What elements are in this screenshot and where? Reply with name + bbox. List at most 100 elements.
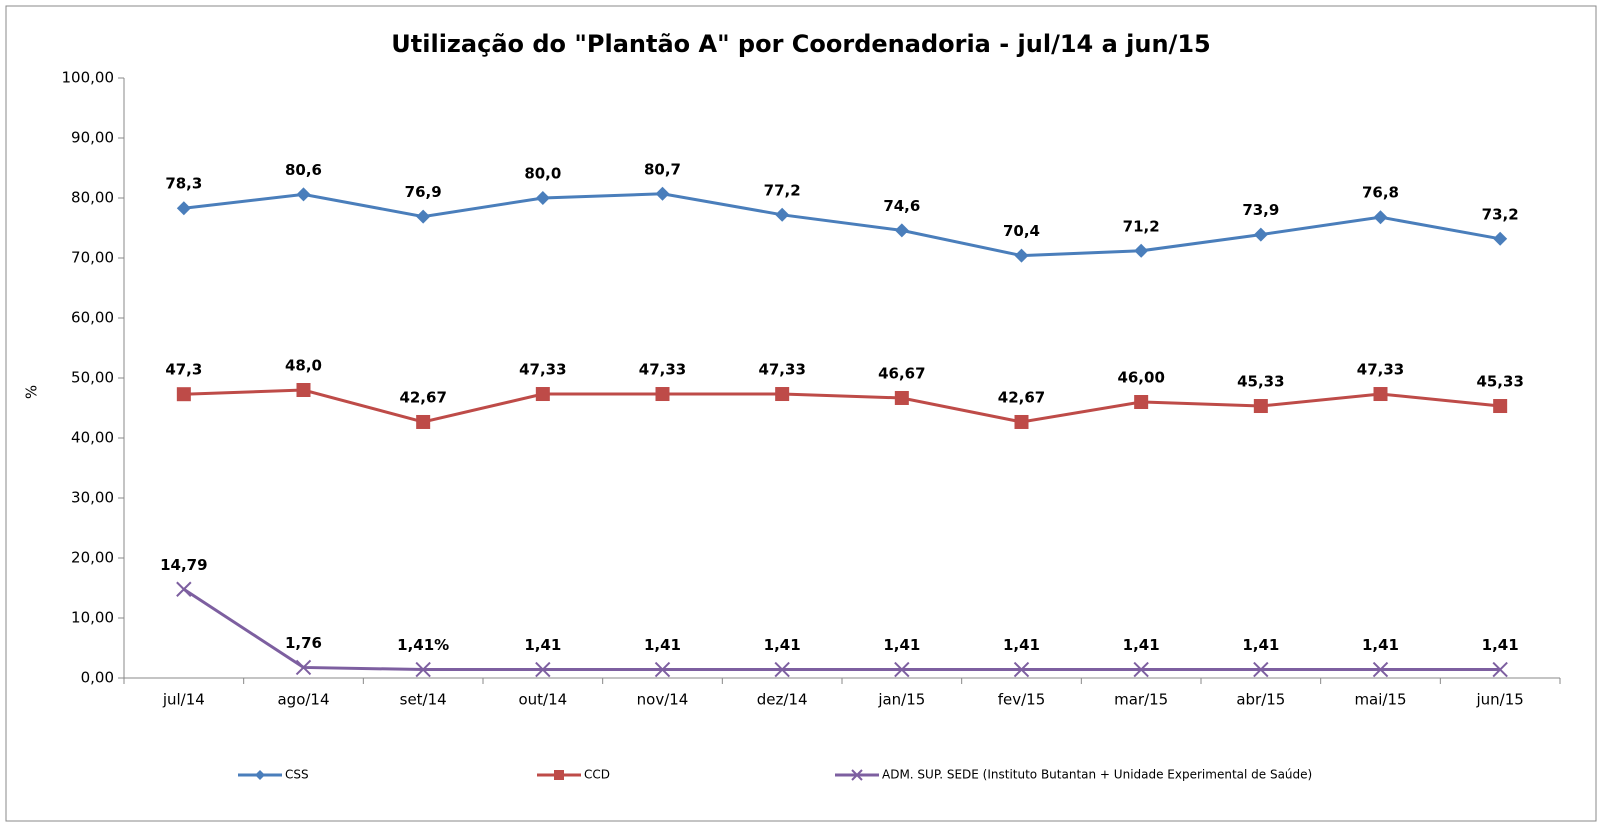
marker — [655, 186, 670, 201]
marker — [1492, 661, 1508, 678]
marker — [1014, 414, 1029, 429]
marker — [774, 661, 790, 678]
marker — [255, 770, 265, 780]
x-tick-label: fev/15 — [998, 691, 1046, 709]
marker — [554, 770, 564, 780]
data-label: 47,33 — [519, 361, 566, 379]
marker — [295, 659, 312, 676]
y-tick-label: 30,00 — [71, 489, 114, 507]
data-label: 47,33 — [639, 361, 686, 379]
legend-label: ADM. SUP. SEDE (Instituto Butantan + Uni… — [882, 768, 1312, 782]
x-tick-label: mai/15 — [1354, 691, 1406, 709]
marker — [775, 207, 790, 222]
data-label: 70,4 — [1003, 222, 1040, 240]
marker — [535, 387, 550, 402]
y-tick-label: 80,00 — [71, 189, 114, 207]
data-label: 1,41% — [397, 636, 449, 654]
data-label: 45,33 — [1476, 373, 1523, 391]
y-tick-label: 0,00 — [81, 669, 114, 687]
data-label: 47,3 — [165, 361, 202, 379]
marker — [176, 581, 192, 597]
chart-frame — [5, 5, 1597, 822]
marker — [296, 383, 311, 397]
y-axis-label: % — [23, 385, 41, 399]
marker — [894, 223, 909, 238]
marker — [416, 209, 431, 224]
marker — [1253, 399, 1268, 414]
data-label: 1,76 — [285, 634, 322, 652]
series-line — [183, 388, 1501, 424]
x-tick-label: mar/15 — [1114, 691, 1168, 709]
x-tick-label: ago/14 — [277, 691, 329, 709]
marker — [296, 187, 311, 202]
x-tick-label: abr/15 — [1236, 691, 1285, 709]
y-tick-label: 20,00 — [71, 549, 114, 567]
data-label: 77,2 — [764, 181, 801, 199]
legend-label: CSS — [285, 768, 309, 782]
data-label: 73,9 — [1242, 201, 1279, 219]
marker — [535, 661, 551, 678]
marker — [894, 661, 910, 678]
marker — [1253, 661, 1269, 678]
marker — [1493, 399, 1508, 414]
y-tick-label: 60,00 — [71, 309, 114, 327]
marker — [775, 387, 790, 402]
data-label: 80,0 — [524, 165, 561, 183]
data-label: 1,41 — [883, 636, 920, 654]
marker — [851, 769, 863, 781]
data-label: 76,9 — [405, 183, 442, 201]
data-label: 1,41 — [1362, 636, 1399, 654]
data-label: 1,41 — [1123, 636, 1160, 654]
data-label: 47,33 — [1357, 361, 1404, 379]
marker — [176, 387, 191, 402]
y-tick-label: 50,00 — [71, 369, 114, 387]
y-tick-label: 10,00 — [71, 609, 114, 627]
data-label: 42,67 — [399, 388, 446, 406]
data-label: 78,3 — [165, 175, 202, 193]
data-label: 1,41 — [1242, 636, 1279, 654]
marker — [655, 387, 670, 402]
data-label: 45,33 — [1237, 373, 1284, 391]
y-tick-label: 40,00 — [71, 429, 114, 447]
marker — [535, 191, 550, 205]
data-label: 46,67 — [878, 364, 925, 382]
marker — [416, 414, 431, 429]
x-tick-label: jun/15 — [1476, 691, 1524, 709]
series-line — [183, 192, 1501, 258]
x-tick-label: nov/14 — [637, 691, 689, 709]
data-label: 1,41 — [1482, 636, 1519, 654]
data-label: 47,33 — [758, 361, 805, 379]
data-label: 1,41 — [764, 636, 801, 654]
marker — [1372, 661, 1389, 678]
data-label: 42,67 — [998, 388, 1045, 406]
data-label: 80,7 — [644, 160, 681, 178]
x-tick-label: dez/14 — [757, 691, 808, 709]
data-label: 1,41 — [524, 636, 561, 654]
marker — [415, 661, 431, 678]
marker — [1493, 231, 1508, 246]
series-line — [183, 588, 1501, 672]
data-label: 74,6 — [883, 197, 920, 215]
data-label: 73,2 — [1482, 205, 1519, 223]
marker — [894, 390, 909, 405]
data-label: 48,0 — [285, 357, 322, 375]
x-tick-label: jan/15 — [877, 691, 925, 709]
data-label: 1,41 — [1003, 636, 1040, 654]
marker — [1134, 395, 1149, 409]
marker — [1014, 248, 1029, 263]
marker — [654, 661, 671, 678]
data-label: 14,79 — [160, 556, 207, 574]
data-label: 1,41 — [644, 636, 681, 654]
x-tick-label: out/14 — [518, 691, 567, 709]
data-label: 76,8 — [1362, 184, 1399, 202]
marker — [1013, 661, 1030, 678]
marker — [1373, 210, 1388, 225]
x-tick-label: set/14 — [400, 691, 447, 709]
marker — [1253, 227, 1268, 242]
x-tick-label: jul/14 — [162, 691, 205, 709]
marker — [1373, 387, 1388, 402]
marker — [1134, 243, 1149, 258]
legend-label: CCD — [584, 768, 610, 782]
data-label: 46,00 — [1117, 369, 1164, 387]
